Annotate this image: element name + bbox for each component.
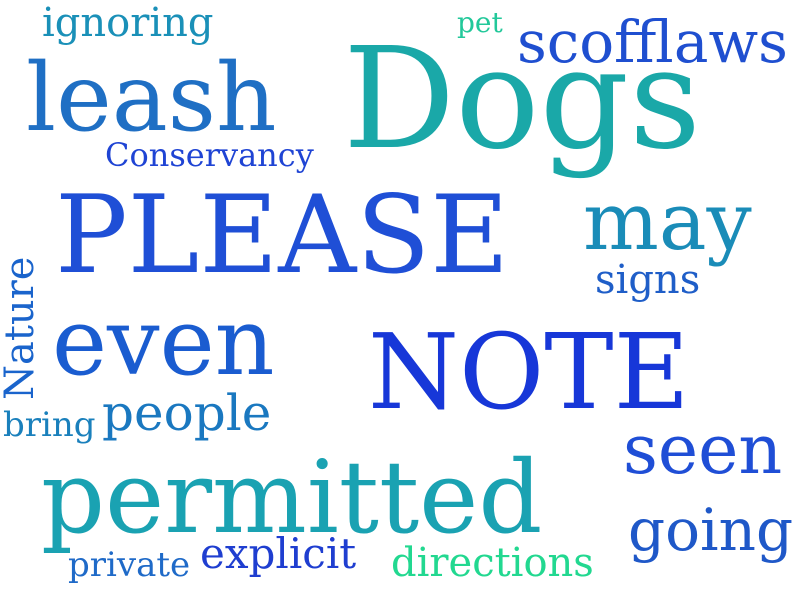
word-note: NOTE	[368, 311, 690, 433]
word-may: may	[583, 175, 752, 268]
word-please: PLEASE	[55, 173, 510, 298]
word-nature: Nature	[0, 256, 43, 400]
word-even: even	[52, 288, 275, 396]
word-people: people	[102, 384, 272, 442]
word-explicit: explicit	[200, 529, 357, 578]
word-private: private	[68, 545, 191, 585]
word-pet: pet	[457, 6, 503, 39]
word-signs: signs	[595, 257, 701, 303]
word-scofflaws: scofflaws	[517, 8, 788, 76]
word-directions: directions	[391, 540, 594, 586]
word-conservancy: Conservancy	[105, 136, 314, 174]
word-permitted: permitted	[41, 439, 543, 556]
word-bring: bring	[3, 405, 96, 445]
word-leash: leash	[26, 44, 277, 153]
word-going: going	[628, 496, 794, 564]
word-ignoring: ignoring	[42, 0, 214, 46]
word-seen: seen	[623, 411, 783, 490]
word-dogs: Dogs	[343, 18, 701, 181]
